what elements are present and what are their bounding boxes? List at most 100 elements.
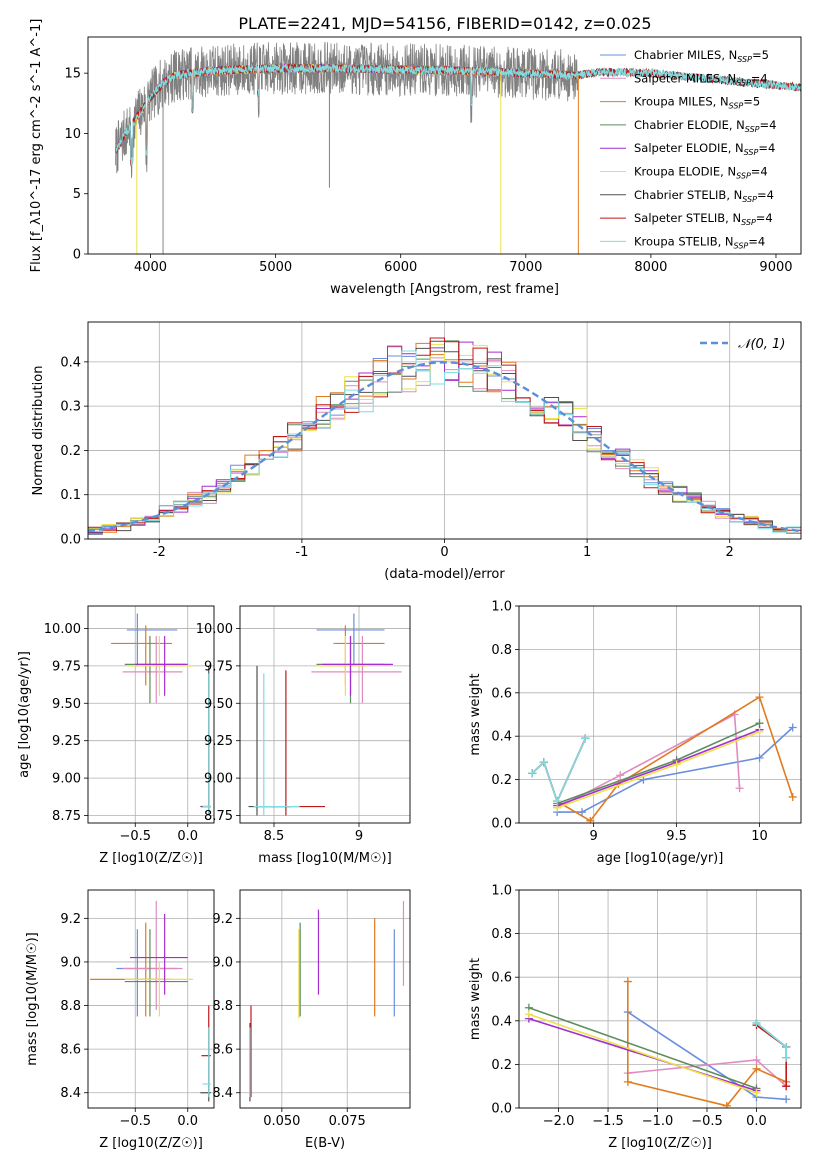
point-marker	[578, 808, 587, 817]
spectrum-frame	[87, 36, 802, 255]
y-tick-label: 1.0	[491, 884, 512, 899]
age-vs-mass-frame	[239, 605, 411, 824]
y-tick-label: 0.1	[60, 488, 81, 503]
point-marker	[755, 693, 764, 702]
errorbar-chabrier-miles	[116, 929, 178, 1017]
x-tick-label: 8.5	[264, 829, 285, 844]
errorbar-kroupa-elodie	[316, 635, 368, 696]
point-marker	[623, 977, 632, 986]
residual-histogram-panel: -2 -1 0 1 2 0.0 0.1 0.2 0.3 0.4 (data-model)/error…	[31, 321, 802, 582]
legend-entry-kroupa-stelib: Kroupa STELIB, NSSP=4	[634, 234, 765, 250]
mass-weight-vs-age-axes: 9 9.5 10 0.0 0.2 0.4 0.6 0.8 1.0 age [log10(age/y…	[468, 600, 802, 866]
legend-entry-normal: 𝒩(0, 1)	[738, 337, 785, 352]
x-tick-label: -2	[153, 545, 166, 560]
age-vs-Z-grid	[88, 606, 214, 823]
mass-vs-EBV-panel: 0.050 0.075 8.4 8.6 8.8 9.0 9.2 E(B-V)	[212, 889, 411, 1151]
spectrum-axes: 4000 5000 6000 7000 8000 9000 0 5 10 15 wavelength…	[29, 19, 802, 297]
x-tick-label: 5000	[259, 260, 292, 275]
histogram-legend: 𝒩(0, 1)	[700, 337, 785, 352]
series-chabrier-miles	[553, 723, 797, 817]
x-tick-label: 9.5	[666, 829, 687, 844]
y-tick-label: 8.6	[60, 1043, 81, 1058]
y-tick-label: 0.6	[491, 971, 512, 986]
errorbar-kroupa-stelib	[253, 673, 300, 816]
point-marker	[788, 723, 797, 732]
age-vs-Z-ylabel: age [log10(age/yr)]	[17, 651, 32, 778]
y-tick-label: 0.2	[491, 1058, 512, 1073]
x-tick-label: 0.0	[177, 1114, 198, 1129]
point-marker	[782, 1053, 791, 1062]
point-marker	[528, 769, 537, 778]
series-line	[531, 738, 587, 804]
errorbar-kroupa-miles	[111, 625, 172, 686]
y-tick-label: 8.8	[60, 999, 81, 1014]
age-vs-mass-grid	[240, 606, 410, 823]
age-vs-Z-frame	[87, 605, 215, 824]
mass-weight-vs-age-panel: 9 9.5 10 0.0 0.2 0.4 0.6 0.8 1.0 age [log10(age/y…	[468, 600, 802, 866]
y-tick-label: 9.0	[60, 955, 81, 970]
point-marker	[752, 1018, 761, 1027]
legend-entry-salpeter-stelib: Salpeter STELIB, NSSP=4	[634, 211, 773, 227]
point-marker	[755, 727, 764, 736]
series-kroupa-stelib	[752, 1018, 791, 1062]
age-vs-Z-xlabel: Z [log10(Z/Z☉)]	[99, 851, 203, 866]
y-tick-label: 8.75	[204, 809, 233, 824]
y-tick-label: 9.75	[52, 659, 81, 674]
y-tick-label: 8.75	[52, 809, 81, 824]
y-tick-label: 0.8	[491, 927, 512, 942]
point-marker	[581, 734, 590, 743]
x-tick-label: 0.050	[263, 1114, 300, 1129]
x-tick-label: 9	[355, 829, 363, 844]
spectrum-xlabel: wavelength [Angstrom, rest frame]	[330, 282, 559, 297]
legend-entry-kroupa-elodie: Kroupa ELODIE, NSSP=4	[634, 165, 768, 181]
spectrum-line-data	[115, 41, 579, 179]
spectrum-plot-area	[115, 41, 801, 254]
y-tick-label: 0.4	[60, 355, 81, 370]
legend-entry-salpeter-elodie: Salpeter ELODIE, NSSP=4	[634, 141, 775, 157]
x-tick-label: 8000	[634, 260, 667, 275]
spectrum-line-kroupa-stelib	[115, 63, 801, 166]
mass-vs-Z-frame	[87, 889, 215, 1109]
mass-weight-vs-Z-ylabel: mass weight	[468, 958, 483, 1040]
mass-weight-vs-Z-xlabel: Z [log10(Z/Z☉)]	[608, 1136, 712, 1151]
point-marker	[524, 1010, 533, 1019]
y-tick-label: 9.00	[52, 772, 81, 787]
point-marker	[735, 784, 744, 793]
x-tick-label: 4000	[134, 260, 167, 275]
series-kroupa-elodie	[524, 1010, 761, 1097]
series-line	[531, 738, 587, 804]
errorbar-salpeter-miles	[122, 635, 183, 704]
mass-weight-vs-age-frame	[518, 605, 802, 824]
mass-vs-Z-plot-area	[90, 900, 211, 1102]
series-line	[528, 1017, 757, 1092]
x-tick-label: 0.0	[746, 1114, 767, 1129]
y-tick-label: 9.25	[204, 734, 233, 749]
mass-weight-vs-Z-panel: −2.0 −1.5 −1.0 −0.5 0.0 0.0 0.2 0.4 0.6 0.8 1.0 Z […	[468, 884, 802, 1151]
x-tick-label: −2.0	[543, 1114, 575, 1129]
errorbar-kroupa-elodie	[126, 635, 193, 696]
age-vs-Z-axes: −0.5 0.0 8.75 9.00 9.25 9.50 9.75 10.00 Z [log10…	[17, 605, 215, 866]
x-tick-label: −0.5	[119, 1114, 151, 1129]
series-kroupa-stelib	[528, 734, 590, 806]
point-marker	[752, 1064, 761, 1073]
mass-weight-vs-age-ylabel: mass weight	[468, 673, 483, 755]
mass-vs-Z-axes: −0.5 0.0 8.4 8.6 8.8 9.0 9.2 Z [log10(Z/Z☉)] mas…	[25, 889, 215, 1151]
x-tick-label: 0	[440, 545, 448, 560]
y-tick-label: 1.0	[491, 600, 512, 615]
y-tick-label: 9.50	[204, 697, 233, 712]
x-tick-label: 6000	[384, 260, 417, 275]
mass-weight-vs-Z-axes: −2.0 −1.5 −1.0 −0.5 0.0 0.0 0.2 0.4 0.6 0.8 1.0 Z […	[468, 884, 802, 1151]
y-tick-label: 0.4	[491, 730, 512, 745]
errorbar-chabrier-miles	[126, 613, 178, 666]
mass-vs-EBV-plot-area	[249, 900, 405, 1102]
point-marker	[623, 1077, 632, 1086]
errorbar-salpeter-stelib	[201, 1005, 211, 1098]
y-tick-label: 10.00	[44, 622, 81, 637]
mass-weight-vs-age-plot-area	[528, 693, 797, 823]
mass-vs-Z-panel: −0.5 0.0 8.4 8.6 8.8 9.0 9.2 Z [log10(Z/Z☉)] mas…	[25, 889, 215, 1151]
mass-vs-EBV-grid	[240, 890, 410, 1108]
point-marker	[782, 1082, 791, 1091]
point-marker	[539, 758, 548, 767]
x-tick-label: 9	[590, 829, 598, 844]
